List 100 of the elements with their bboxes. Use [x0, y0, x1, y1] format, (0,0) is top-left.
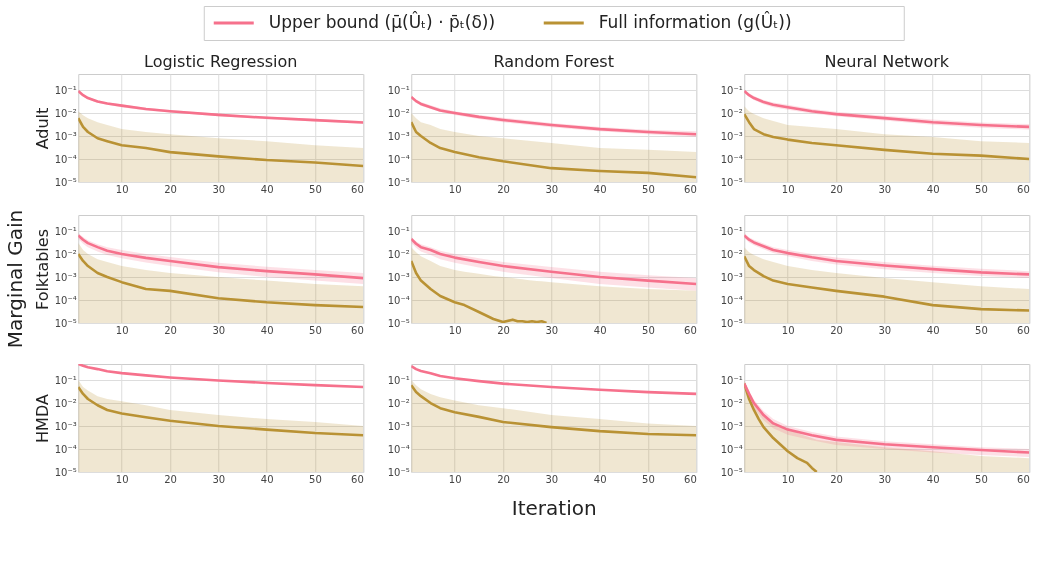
y-tick-label: 10⁻³: [387, 130, 410, 142]
x-tick-label: 20: [830, 324, 843, 336]
x-tick-label: 20: [164, 324, 177, 336]
y-tick-label: 10⁻³: [387, 271, 410, 283]
x-tick-label: 30: [212, 183, 226, 195]
x-tick-label: 10: [115, 324, 129, 336]
x-tick-label: 60: [1017, 324, 1030, 336]
x-tick-label: 30: [545, 183, 559, 195]
x-axis-title: Iteration: [511, 495, 597, 520]
x-tick-label: 40: [926, 473, 940, 485]
x-tick-label: 30: [878, 473, 892, 485]
y-tick-label: 10⁻²: [720, 248, 743, 260]
y-tick-label: 10⁻²: [387, 107, 410, 119]
chart-title: Logistic Regression: [144, 52, 298, 71]
y-tick-label: 10⁻¹: [720, 225, 743, 237]
x-tick-label: 40: [593, 324, 607, 336]
y-tick-label: 10⁻⁵: [720, 317, 743, 329]
y-tick-label: 10⁻⁴: [720, 443, 743, 455]
y-tick-label: 10⁻⁵: [387, 317, 410, 329]
x-tick-label: 20: [497, 473, 510, 485]
x-tick-label: 20: [830, 473, 843, 485]
y-tick-label: 10⁻²: [387, 248, 410, 260]
y-tick-label: 10⁻¹: [54, 225, 77, 237]
x-tick-label: 50: [642, 183, 655, 195]
x-tick-label: 50: [975, 324, 988, 336]
x-tick-label: 60: [351, 324, 364, 336]
x-tick-label: 10: [448, 473, 462, 485]
y-tick-label: 10⁻²: [54, 248, 77, 260]
y-tick-label: 10⁻³: [54, 271, 77, 283]
x-tick-label: 10: [115, 473, 129, 485]
x-tick-label: 20: [164, 473, 177, 485]
y-axis-title: HMDA: [32, 394, 52, 443]
x-tick-label: 30: [545, 324, 559, 336]
x-tick-label: 50: [309, 183, 322, 195]
x-tick-label: 40: [593, 183, 607, 195]
y-tick-label: 10⁻⁵: [54, 317, 77, 329]
y-tick-label: 10⁻⁵: [387, 466, 410, 478]
y-tick-label: 10⁻¹: [387, 84, 410, 96]
y-tick-label: 10⁻¹: [387, 225, 410, 237]
y-tick-label: 10⁻²: [387, 397, 410, 409]
x-tick-label: 10: [781, 324, 795, 336]
x-tick-label: 10: [115, 183, 129, 195]
x-tick-label: 60: [684, 473, 697, 485]
legend-label: Full information (g(Ûₜ)): [598, 11, 792, 32]
y-tick-label: 10⁻¹: [720, 374, 743, 386]
y-tick-label: 10⁻²: [720, 397, 743, 409]
x-tick-label: 20: [164, 183, 177, 195]
x-tick-label: 20: [830, 183, 843, 195]
x-tick-label: 50: [642, 324, 655, 336]
x-tick-label: 10: [781, 473, 795, 485]
x-tick-label: 60: [684, 324, 697, 336]
x-tick-label: 40: [260, 324, 274, 336]
y-tick-label: 10⁻⁴: [720, 153, 743, 165]
x-tick-label: 30: [545, 473, 559, 485]
y-axis-title: Folktables: [32, 229, 52, 310]
y-tick-label: 10⁻⁴: [387, 153, 410, 165]
y-tick-label: 10⁻³: [54, 420, 77, 432]
x-tick-label: 30: [878, 324, 892, 336]
y-tick-label: 10⁻³: [54, 130, 77, 142]
x-tick-label: 40: [926, 324, 940, 336]
x-tick-label: 20: [497, 183, 510, 195]
y-tick-label: 10⁻²: [54, 397, 77, 409]
y-tick-label: 10⁻⁴: [54, 443, 77, 455]
x-tick-label: 30: [878, 183, 892, 195]
y-tick-label: 10⁻⁴: [54, 153, 77, 165]
y-tick-label: 10⁻²: [54, 107, 77, 119]
x-tick-label: 40: [593, 473, 607, 485]
x-tick-label: 60: [351, 183, 364, 195]
y-tick-label: 10⁻⁴: [387, 294, 410, 306]
y-tick-label: 10⁻⁴: [387, 443, 410, 455]
x-tick-label: 50: [309, 324, 322, 336]
y-tick-label: 10⁻⁵: [54, 466, 77, 478]
y-tick-label: 10⁻⁴: [54, 294, 77, 306]
y-tick-label: 10⁻⁵: [387, 176, 410, 188]
x-tick-label: 30: [212, 324, 226, 336]
y-tick-label: 10⁻³: [720, 420, 743, 432]
chart-title: Neural Network: [824, 52, 950, 71]
y-tick-label: 10⁻⁵: [720, 176, 743, 188]
legend-label: Upper bound (μ̄(Ûₜ) · p̄ₜ(δ)): [268, 11, 496, 32]
x-tick-label: 50: [309, 473, 322, 485]
y-tick-label: 10⁻⁵: [54, 176, 77, 188]
x-tick-label: 30: [212, 473, 226, 485]
x-tick-label: 50: [975, 473, 988, 485]
text: Marginal Gain: [3, 209, 28, 349]
x-tick-label: 60: [1017, 183, 1030, 195]
x-tick-label: 40: [260, 183, 274, 195]
x-tick-label: 60: [684, 183, 697, 195]
x-tick-label: 60: [1017, 473, 1030, 485]
x-tick-label: 60: [351, 473, 364, 485]
y-tick-label: 10⁻¹: [720, 84, 743, 96]
x-tick-label: 20: [497, 324, 510, 336]
x-tick-label: 40: [260, 473, 274, 485]
y-tick-label: 10⁻¹: [54, 374, 77, 386]
y-tick-label: 10⁻³: [720, 130, 743, 142]
x-tick-label: 10: [448, 324, 462, 336]
y-tick-label: 10⁻²: [720, 107, 743, 119]
y-tick-label: 10⁻⁴: [720, 294, 743, 306]
x-tick-label: 10: [448, 183, 462, 195]
y-axis-title: Adult: [32, 107, 52, 150]
y-tick-label: 10⁻⁵: [720, 466, 743, 478]
